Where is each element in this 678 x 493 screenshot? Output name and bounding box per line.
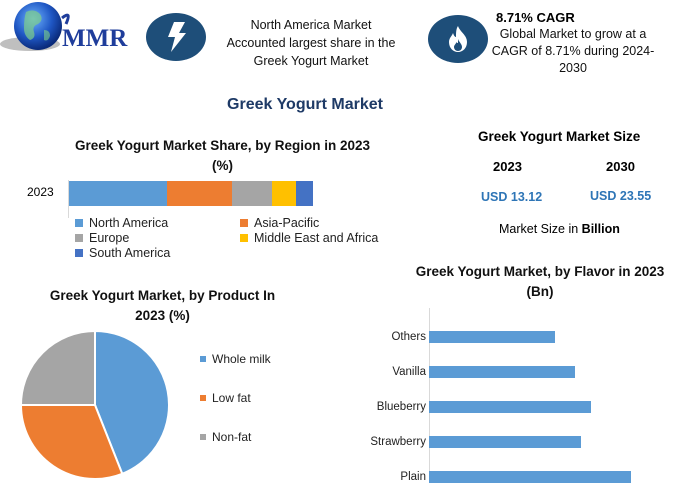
pie-slice: [19, 404, 124, 480]
legend-whole-milk: Whole milk: [200, 352, 271, 366]
legend-label: Non-fat: [212, 430, 252, 444]
legend-asia-pacific: Asia-Pacific: [240, 216, 319, 230]
market-size-note: Market Size in Billion: [499, 222, 620, 236]
swatch: [200, 395, 206, 401]
product-chart-title: Greek Yogurt Market, by Product In 2023 …: [30, 286, 295, 326]
region-segment: [271, 181, 296, 206]
legend-mea: Middle East and Africa: [240, 231, 378, 245]
swatch: [240, 219, 248, 227]
legend-non-fat: Non-fat: [200, 430, 271, 444]
flavor-label: Blueberry: [376, 400, 426, 413]
market-size-title: Greek Yogurt Market Size: [478, 129, 641, 144]
legend-south-america: South America: [75, 246, 240, 260]
region-segment: [232, 181, 272, 206]
flavor-row: Plain: [346, 459, 666, 493]
flavor-row: Vanilla: [346, 354, 666, 389]
title-line: Greek Yogurt Market Share, by Region in …: [74, 138, 371, 153]
flavor-bar: [429, 330, 556, 343]
swatch: [75, 234, 83, 242]
lightning-badge: [146, 13, 206, 61]
legend-label: Asia-Pacific: [254, 216, 320, 230]
callout-line: North America Market: [250, 18, 372, 32]
legend-label: Whole milk: [212, 352, 271, 366]
north-america-callout: North America Market Accounted largest s…: [216, 16, 406, 70]
flavor-bar: [429, 435, 581, 448]
flavor-label: Vanilla: [392, 365, 426, 378]
market-size-value-2030: USD 23.55: [590, 189, 652, 203]
flavor-row: Strawberry: [346, 424, 666, 459]
flavor-row: Others: [346, 319, 666, 354]
legend-low-fat: Low fat: [200, 391, 271, 405]
flavor-bars: Others Vanilla Blueberry Strawberry Plain: [346, 319, 666, 493]
legend-label: Middle East and Africa: [254, 231, 379, 245]
callout-line: Global Market to grow at a: [499, 27, 647, 41]
region-legend: North America Asia-Pacific Europe Middle…: [75, 216, 395, 260]
note-unit: Billion: [581, 222, 620, 236]
title-line: Greek Yogurt Market, by Flavor in 2023: [415, 264, 665, 279]
region-category-label: 2023: [27, 185, 54, 199]
flavor-label: Strawberry: [370, 435, 426, 448]
market-size-year-2030: 2030: [606, 159, 635, 174]
logo-text: MMR: [62, 25, 128, 52]
swatch: [240, 234, 248, 242]
callout-line: Accounted largest share in the: [226, 36, 396, 50]
title-line: Greek Yogurt Market, by Product In: [49, 288, 276, 303]
flavor-bar: [429, 365, 576, 378]
swatch: [200, 434, 206, 440]
market-size-year-2023: 2023: [493, 159, 522, 174]
swatch: [200, 356, 206, 362]
pie-slice: [94, 329, 170, 476]
product-pie-chart: [19, 329, 170, 480]
flame-badge: [428, 15, 488, 63]
callout-line: CAGR of 8.71% during 2024-: [491, 44, 655, 58]
region-chart-title: Greek Yogurt Market Share, by Region in …: [55, 136, 390, 176]
region-segment: [295, 181, 313, 206]
legend-label: South America: [89, 246, 171, 260]
region-segment: [69, 181, 167, 206]
flavor-label: Others: [391, 330, 426, 343]
swatch: [75, 249, 83, 257]
callout-line: 2030: [559, 61, 587, 75]
title-line: (%): [212, 158, 233, 173]
flavor-bar: [429, 400, 591, 413]
region-stacked-bar: [69, 181, 313, 206]
cagr-callout: Global Market to grow at a CAGR of 8.71%…: [488, 26, 658, 77]
mmr-logo: MMR: [0, 0, 135, 75]
flavor-label: Plain: [400, 470, 426, 483]
flavor-axis-line: [429, 308, 430, 482]
market-size-value-2023: USD 13.12: [481, 190, 543, 204]
region-axis-line: [68, 180, 69, 218]
legend-europe: Europe: [75, 231, 240, 245]
region-segment: [166, 181, 233, 206]
note-prefix: Market Size in: [499, 222, 582, 236]
flavor-chart-title: Greek Yogurt Market, by Flavor in 2023 (…: [405, 262, 675, 302]
title-line: 2023 (%): [135, 308, 190, 323]
legend-label: North America: [89, 216, 169, 230]
flame-icon: [449, 26, 467, 52]
page-title: Greek Yogurt Market: [227, 96, 383, 113]
globe-icon: [0, 2, 70, 51]
legend-north-america: North America: [75, 216, 240, 230]
callout-line: Greek Yogurt Market: [253, 54, 369, 68]
flavor-row: Blueberry: [346, 389, 666, 424]
legend-label: Low fat: [212, 391, 251, 405]
legend-label: Europe: [89, 231, 130, 245]
cagr-title: 8.71% CAGR: [496, 10, 575, 25]
lightning-icon: [168, 22, 186, 52]
swatch: [75, 219, 83, 227]
title-line: (Bn): [526, 284, 554, 299]
flavor-bar: [429, 470, 631, 483]
product-legend: Whole milk Low fat Non-fat: [200, 352, 271, 444]
pie-slice: [19, 329, 96, 406]
